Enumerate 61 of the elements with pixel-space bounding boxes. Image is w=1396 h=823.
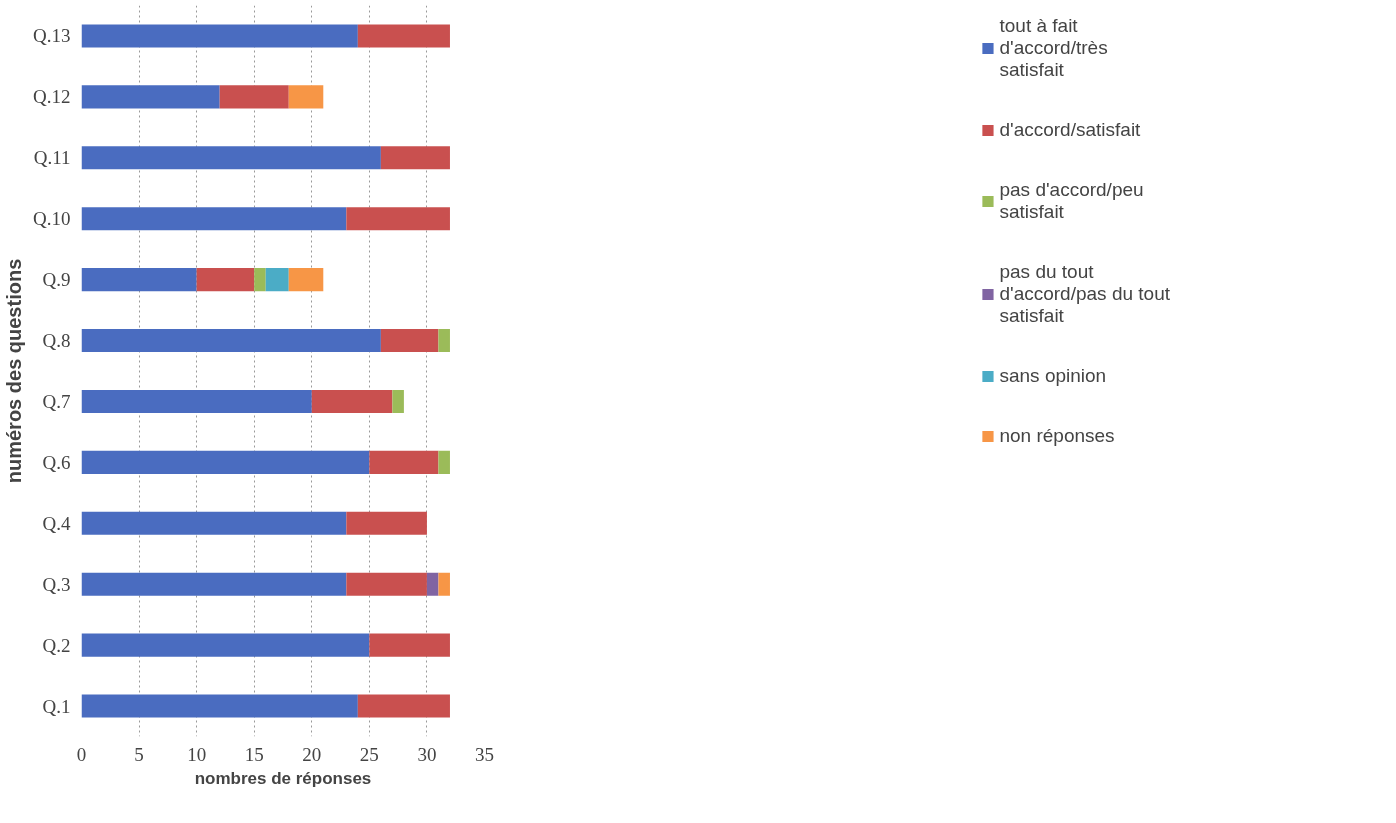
bar: [254, 268, 266, 292]
legend-label: tout à fait d'accord/très satisfait: [999, 15, 1108, 81]
y-tick-label: Q.3: [42, 573, 71, 595]
bar: [346, 511, 427, 535]
bar: [81, 694, 358, 718]
y-tick-label: Q.6: [42, 451, 71, 473]
bar: [81, 450, 370, 474]
legend-label: pas du tout d'accord/pas du tout satisfait: [999, 261, 1170, 327]
bar: [438, 450, 450, 474]
bar: [81, 24, 358, 48]
legend-label: sans opinion: [999, 365, 1107, 387]
y-axis-title: numéros des questions: [3, 258, 26, 484]
bar: [81, 572, 347, 596]
x-tick-label: 5: [134, 743, 144, 765]
bar: [438, 572, 450, 596]
legend-label: pas d'accord/peu satisfait: [999, 179, 1144, 223]
x-tick-label: 35: [475, 743, 494, 765]
bar: [346, 207, 450, 231]
y-tick-label: Q.7: [42, 390, 71, 412]
bar: [369, 450, 439, 474]
bar: [81, 511, 347, 535]
y-tick-label: Q.1: [42, 695, 71, 717]
x-tick-label: 15: [244, 743, 264, 765]
y-tick-label: Q.12: [33, 86, 71, 108]
x-tick-label: 0: [76, 743, 87, 765]
y-tick-label: Q.9: [42, 269, 71, 291]
y-tick-label: Q.8: [42, 330, 71, 352]
bar: [357, 24, 450, 48]
y-tick-label: Q.4: [42, 512, 71, 534]
bar: [380, 146, 450, 170]
bar: [81, 633, 370, 657]
bar: [196, 268, 255, 292]
bar: [81, 146, 381, 170]
bar: [438, 328, 450, 353]
x-tick-label: 20: [302, 743, 322, 765]
legend-label: non réponses: [999, 425, 1115, 447]
bar: [81, 207, 347, 231]
x-tick-label: 25: [359, 743, 379, 765]
bar: [219, 85, 289, 109]
y-tick-label: Q.2: [42, 634, 71, 656]
bar: [392, 389, 404, 414]
bar: [81, 85, 220, 109]
x-tick-label: 10: [187, 743, 207, 765]
bar: [380, 328, 439, 353]
bar: [426, 572, 439, 596]
bar: [369, 633, 450, 657]
bar: [357, 694, 450, 718]
bar: [288, 85, 324, 109]
legend-label: d'accord/satisfait: [999, 119, 1141, 141]
y-tick-label: Q.10: [33, 208, 71, 230]
y-tick-label: Q.11: [33, 147, 71, 169]
bar: [81, 328, 381, 353]
bar: [81, 389, 312, 414]
x-tick-label: 30: [417, 743, 437, 765]
bar: [288, 268, 324, 292]
x-axis-title: nombres de réponses: [194, 768, 372, 788]
bar: [265, 268, 289, 292]
y-tick-label: Q.13: [33, 25, 71, 47]
bar: [311, 389, 393, 414]
bar: [346, 572, 427, 596]
bar: [81, 268, 197, 292]
